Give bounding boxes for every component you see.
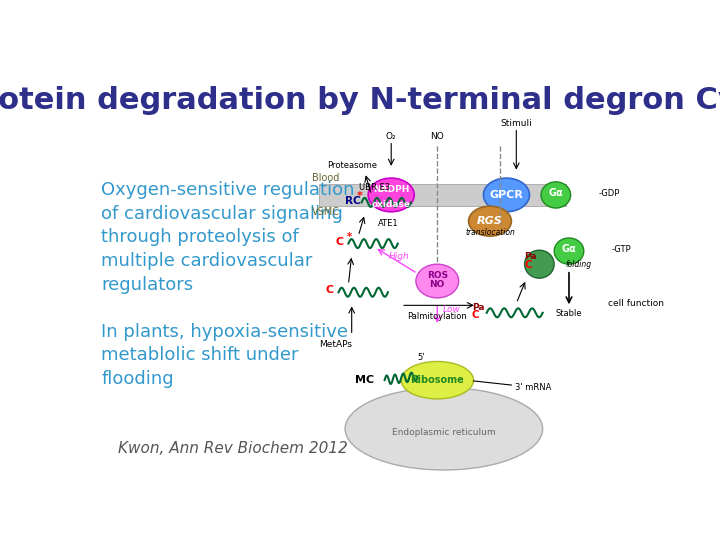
Text: oxidase: oxidase (372, 200, 410, 209)
Text: Palmitoylation: Palmitoylation (408, 312, 467, 321)
Text: 3' mRNA: 3' mRNA (515, 383, 551, 392)
Text: *: * (347, 232, 352, 242)
Text: ATE1: ATE1 (378, 219, 399, 227)
Text: NO: NO (431, 132, 444, 141)
Text: Pa: Pa (472, 303, 485, 312)
Text: Stable: Stable (556, 309, 582, 319)
Text: GPCR: GPCR (490, 190, 523, 200)
Text: C: C (525, 260, 532, 270)
Ellipse shape (483, 178, 529, 212)
Text: 5': 5' (417, 353, 425, 362)
Ellipse shape (554, 238, 584, 264)
Text: NADPH: NADPH (373, 185, 410, 194)
Text: Pa: Pa (525, 252, 537, 261)
Ellipse shape (345, 388, 543, 470)
Text: Gα: Gα (562, 244, 577, 254)
Text: cell function: cell function (608, 299, 665, 308)
Text: ROS: ROS (427, 271, 448, 280)
Ellipse shape (368, 178, 414, 212)
Text: folding: folding (566, 260, 592, 269)
Text: Stimuli: Stimuli (500, 119, 532, 129)
Text: MetAPs: MetAPs (319, 340, 352, 349)
Text: Protein degradation by N-terminal degron Cys2: Protein degradation by N-terminal degron… (0, 85, 720, 114)
Text: NO: NO (430, 280, 445, 289)
Text: O₂: O₂ (386, 132, 397, 141)
Text: -GTP: -GTP (612, 245, 631, 254)
Text: C: C (472, 310, 480, 320)
Ellipse shape (416, 264, 459, 298)
Text: High: High (389, 252, 410, 261)
Text: *: * (357, 192, 363, 201)
Text: Low: Low (444, 305, 461, 314)
Text: RGS: RGS (477, 216, 503, 226)
Text: In plants, hypoxia-sensitive
metablolic shift under
flooding: In plants, hypoxia-sensitive metablolic … (101, 322, 348, 388)
Text: VSMC: VSMC (312, 207, 340, 217)
Text: UBR E3: UBR E3 (359, 183, 390, 192)
Ellipse shape (541, 182, 571, 208)
Text: translocation: translocation (465, 228, 515, 237)
Ellipse shape (469, 206, 511, 236)
Text: Kwon, Ann Rev Biochem 2012: Kwon, Ann Rev Biochem 2012 (118, 441, 348, 456)
Ellipse shape (525, 250, 554, 278)
Text: Endoplasmic reticulum: Endoplasmic reticulum (392, 428, 495, 437)
Text: -GDP: -GDP (598, 188, 620, 198)
Text: RC: RC (345, 195, 361, 206)
Ellipse shape (401, 361, 474, 399)
Text: Proteasome: Proteasome (327, 160, 377, 170)
Text: C: C (336, 237, 343, 247)
Text: Ribosome: Ribosome (410, 375, 464, 385)
Text: Blood: Blood (312, 173, 340, 183)
Text: C: C (325, 285, 333, 295)
Text: Gα: Gα (549, 188, 563, 198)
FancyBboxPatch shape (319, 184, 566, 206)
Text: Oxygen-sensitive regulation
of cardiovascular signaling
through proteolysis of
m: Oxygen-sensitive regulation of cardiovas… (101, 181, 355, 294)
Text: MC: MC (355, 375, 374, 385)
